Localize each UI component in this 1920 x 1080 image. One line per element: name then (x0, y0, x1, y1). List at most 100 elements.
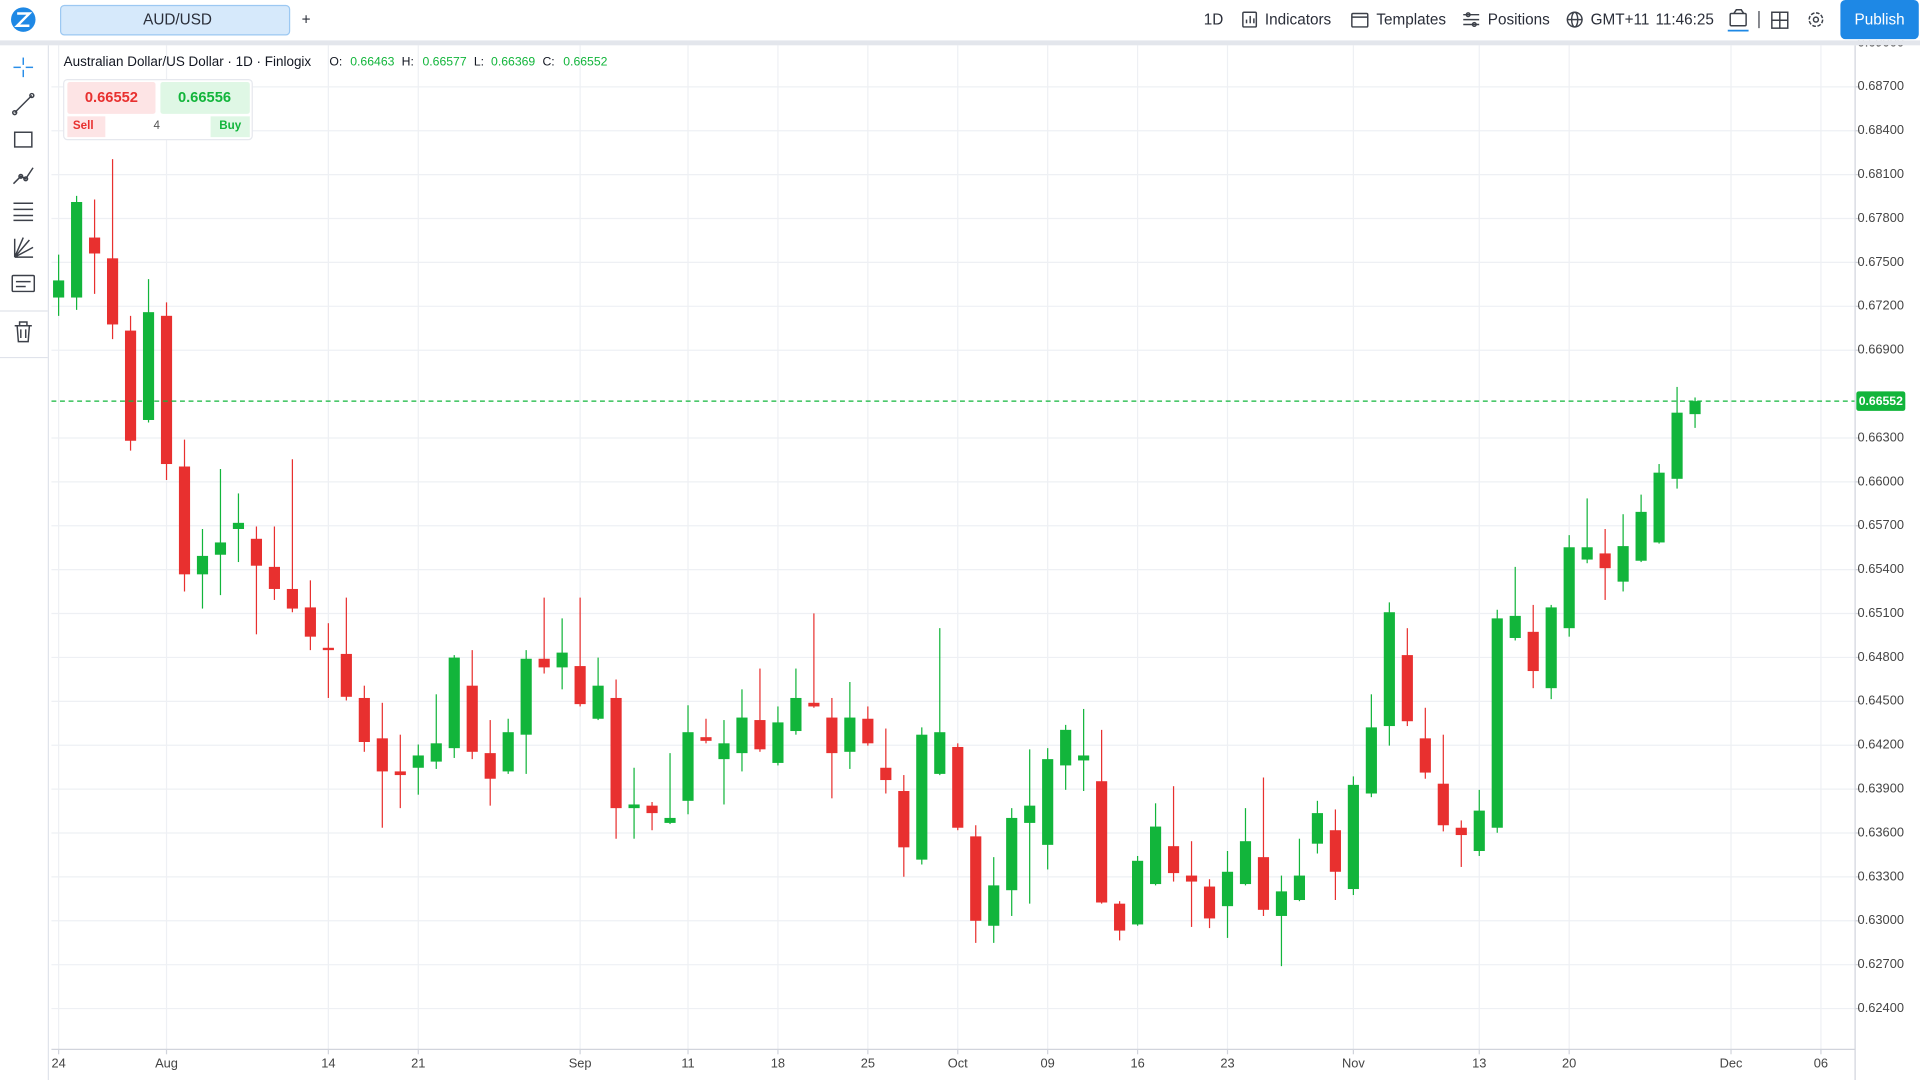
legend-title: Australian Dollar/US Dollar · 1D · Finlo… (64, 54, 312, 69)
rectangle-tool[interactable] (13, 131, 33, 148)
candle-body (1509, 615, 1521, 638)
candle-body (484, 753, 496, 779)
y-tick-label: 0.65700 (1858, 517, 1904, 532)
candle-body (1257, 857, 1270, 910)
path-tool[interactable] (12, 167, 34, 185)
y-tick-label: 0.67500 (1858, 254, 1904, 269)
y-tick-label: 0.66300 (1858, 429, 1904, 444)
text-tool[interactable] (11, 274, 36, 293)
gann-tool[interactable] (13, 237, 34, 258)
indicators-button[interactable]: Indicators (1265, 11, 1332, 28)
x-tick-label: 24 (51, 1055, 65, 1070)
x-tick-label: Oct (948, 1055, 968, 1070)
candle-body (808, 702, 820, 707)
candle-body (1545, 607, 1557, 689)
candle-body (1653, 472, 1665, 543)
delete-tool[interactable] (14, 321, 32, 343)
candle-body (1689, 401, 1701, 415)
candle-body (1042, 759, 1054, 845)
buy-label[interactable]: Buy (219, 119, 241, 132)
candle-body (89, 237, 101, 254)
candle-body (844, 717, 856, 752)
sell-label[interactable]: Sell (73, 119, 94, 132)
x-tick-label: Aug (155, 1055, 178, 1070)
buy-price[interactable]: 0.66556 (178, 90, 231, 106)
positions-icon (1463, 12, 1480, 28)
add-tab[interactable]: + (302, 11, 311, 28)
screenshot-icon[interactable] (1727, 9, 1749, 32)
x-tick-label: Sep (569, 1055, 592, 1070)
candle-body (682, 732, 694, 801)
candle-body (628, 804, 640, 809)
legend-value: 0.66552 (563, 55, 607, 69)
symbol-tab-label[interactable]: AUD/USD (143, 11, 212, 28)
interval[interactable]: 1D (1204, 11, 1224, 28)
y-tick-label: 0.64500 (1858, 693, 1904, 708)
candle-body (304, 607, 316, 637)
positions-button[interactable]: Positions (1488, 11, 1550, 28)
candle-body (1149, 826, 1162, 885)
candle-body (1114, 903, 1126, 931)
templates-button[interactable]: Templates (1376, 11, 1446, 28)
y-tick-label: 0.65400 (1858, 561, 1904, 576)
candle-body (970, 836, 982, 921)
candle-body (1006, 817, 1018, 891)
x-tick-label: 20 (1562, 1055, 1576, 1070)
quantity[interactable]: 4 (154, 119, 161, 132)
sell-button[interactable] (67, 82, 156, 114)
candle-body (286, 588, 298, 609)
x-tick-label: 18 (771, 1055, 785, 1070)
candle-body (1437, 783, 1449, 826)
candle-body (862, 718, 874, 744)
candle-body (1078, 755, 1090, 761)
candle-body (1635, 511, 1647, 561)
x-tick-label: 13 (1472, 1055, 1486, 1070)
candle-body (1060, 729, 1072, 766)
fib-tool[interactable] (13, 202, 34, 222)
x-tick-label: Dec (1720, 1055, 1743, 1070)
candle-body (700, 737, 712, 741)
trend-line-tool[interactable] (11, 92, 35, 116)
symbol-tab[interactable] (60, 4, 291, 36)
x-tick-label: 21 (411, 1055, 425, 1070)
candle-body (124, 330, 137, 441)
candle-body (340, 653, 352, 697)
candle-body (160, 315, 173, 465)
candle-body (826, 717, 838, 754)
candle-body (898, 791, 910, 848)
candle-body (1347, 784, 1359, 890)
separator (0, 40, 1920, 46)
settings-icon[interactable] (1808, 12, 1824, 28)
candle-body (1329, 830, 1341, 872)
legend-label: H: (402, 55, 414, 69)
candle-body (754, 720, 766, 750)
y-tick-label: 0.63300 (1858, 868, 1904, 883)
legend-value: 0.66463 (350, 55, 394, 69)
candle-body (592, 685, 604, 719)
x-tick-label: 16 (1130, 1055, 1144, 1070)
publish-button[interactable] (1840, 0, 1919, 40)
buy-button[interactable] (160, 82, 250, 114)
candle-body (1365, 727, 1377, 794)
candle-body (1383, 612, 1395, 727)
candle-body (322, 647, 334, 651)
layout-icon[interactable] (1771, 11, 1789, 29)
publish-label[interactable]: Publish (1855, 11, 1905, 28)
y-tick-label: 0.63000 (1858, 912, 1904, 927)
candle-body (268, 566, 280, 589)
candle-body (646, 805, 658, 814)
candle-body (718, 743, 730, 760)
sell-price[interactable]: 0.66552 (85, 90, 138, 106)
candle-body (1419, 738, 1431, 773)
candle-body (232, 522, 245, 529)
candle-body (1096, 781, 1108, 903)
logo-mark (14, 12, 33, 27)
timezone[interactable]: GMT+11 (1591, 11, 1650, 28)
y-tick-label: 0.68100 (1858, 166, 1904, 181)
globe-icon (1566, 11, 1583, 28)
candle-body (250, 538, 263, 566)
legend-label: L: (474, 55, 484, 69)
candle-body (1132, 860, 1144, 925)
crosshair-tool[interactable] (13, 57, 34, 78)
candle-body (1455, 827, 1467, 836)
